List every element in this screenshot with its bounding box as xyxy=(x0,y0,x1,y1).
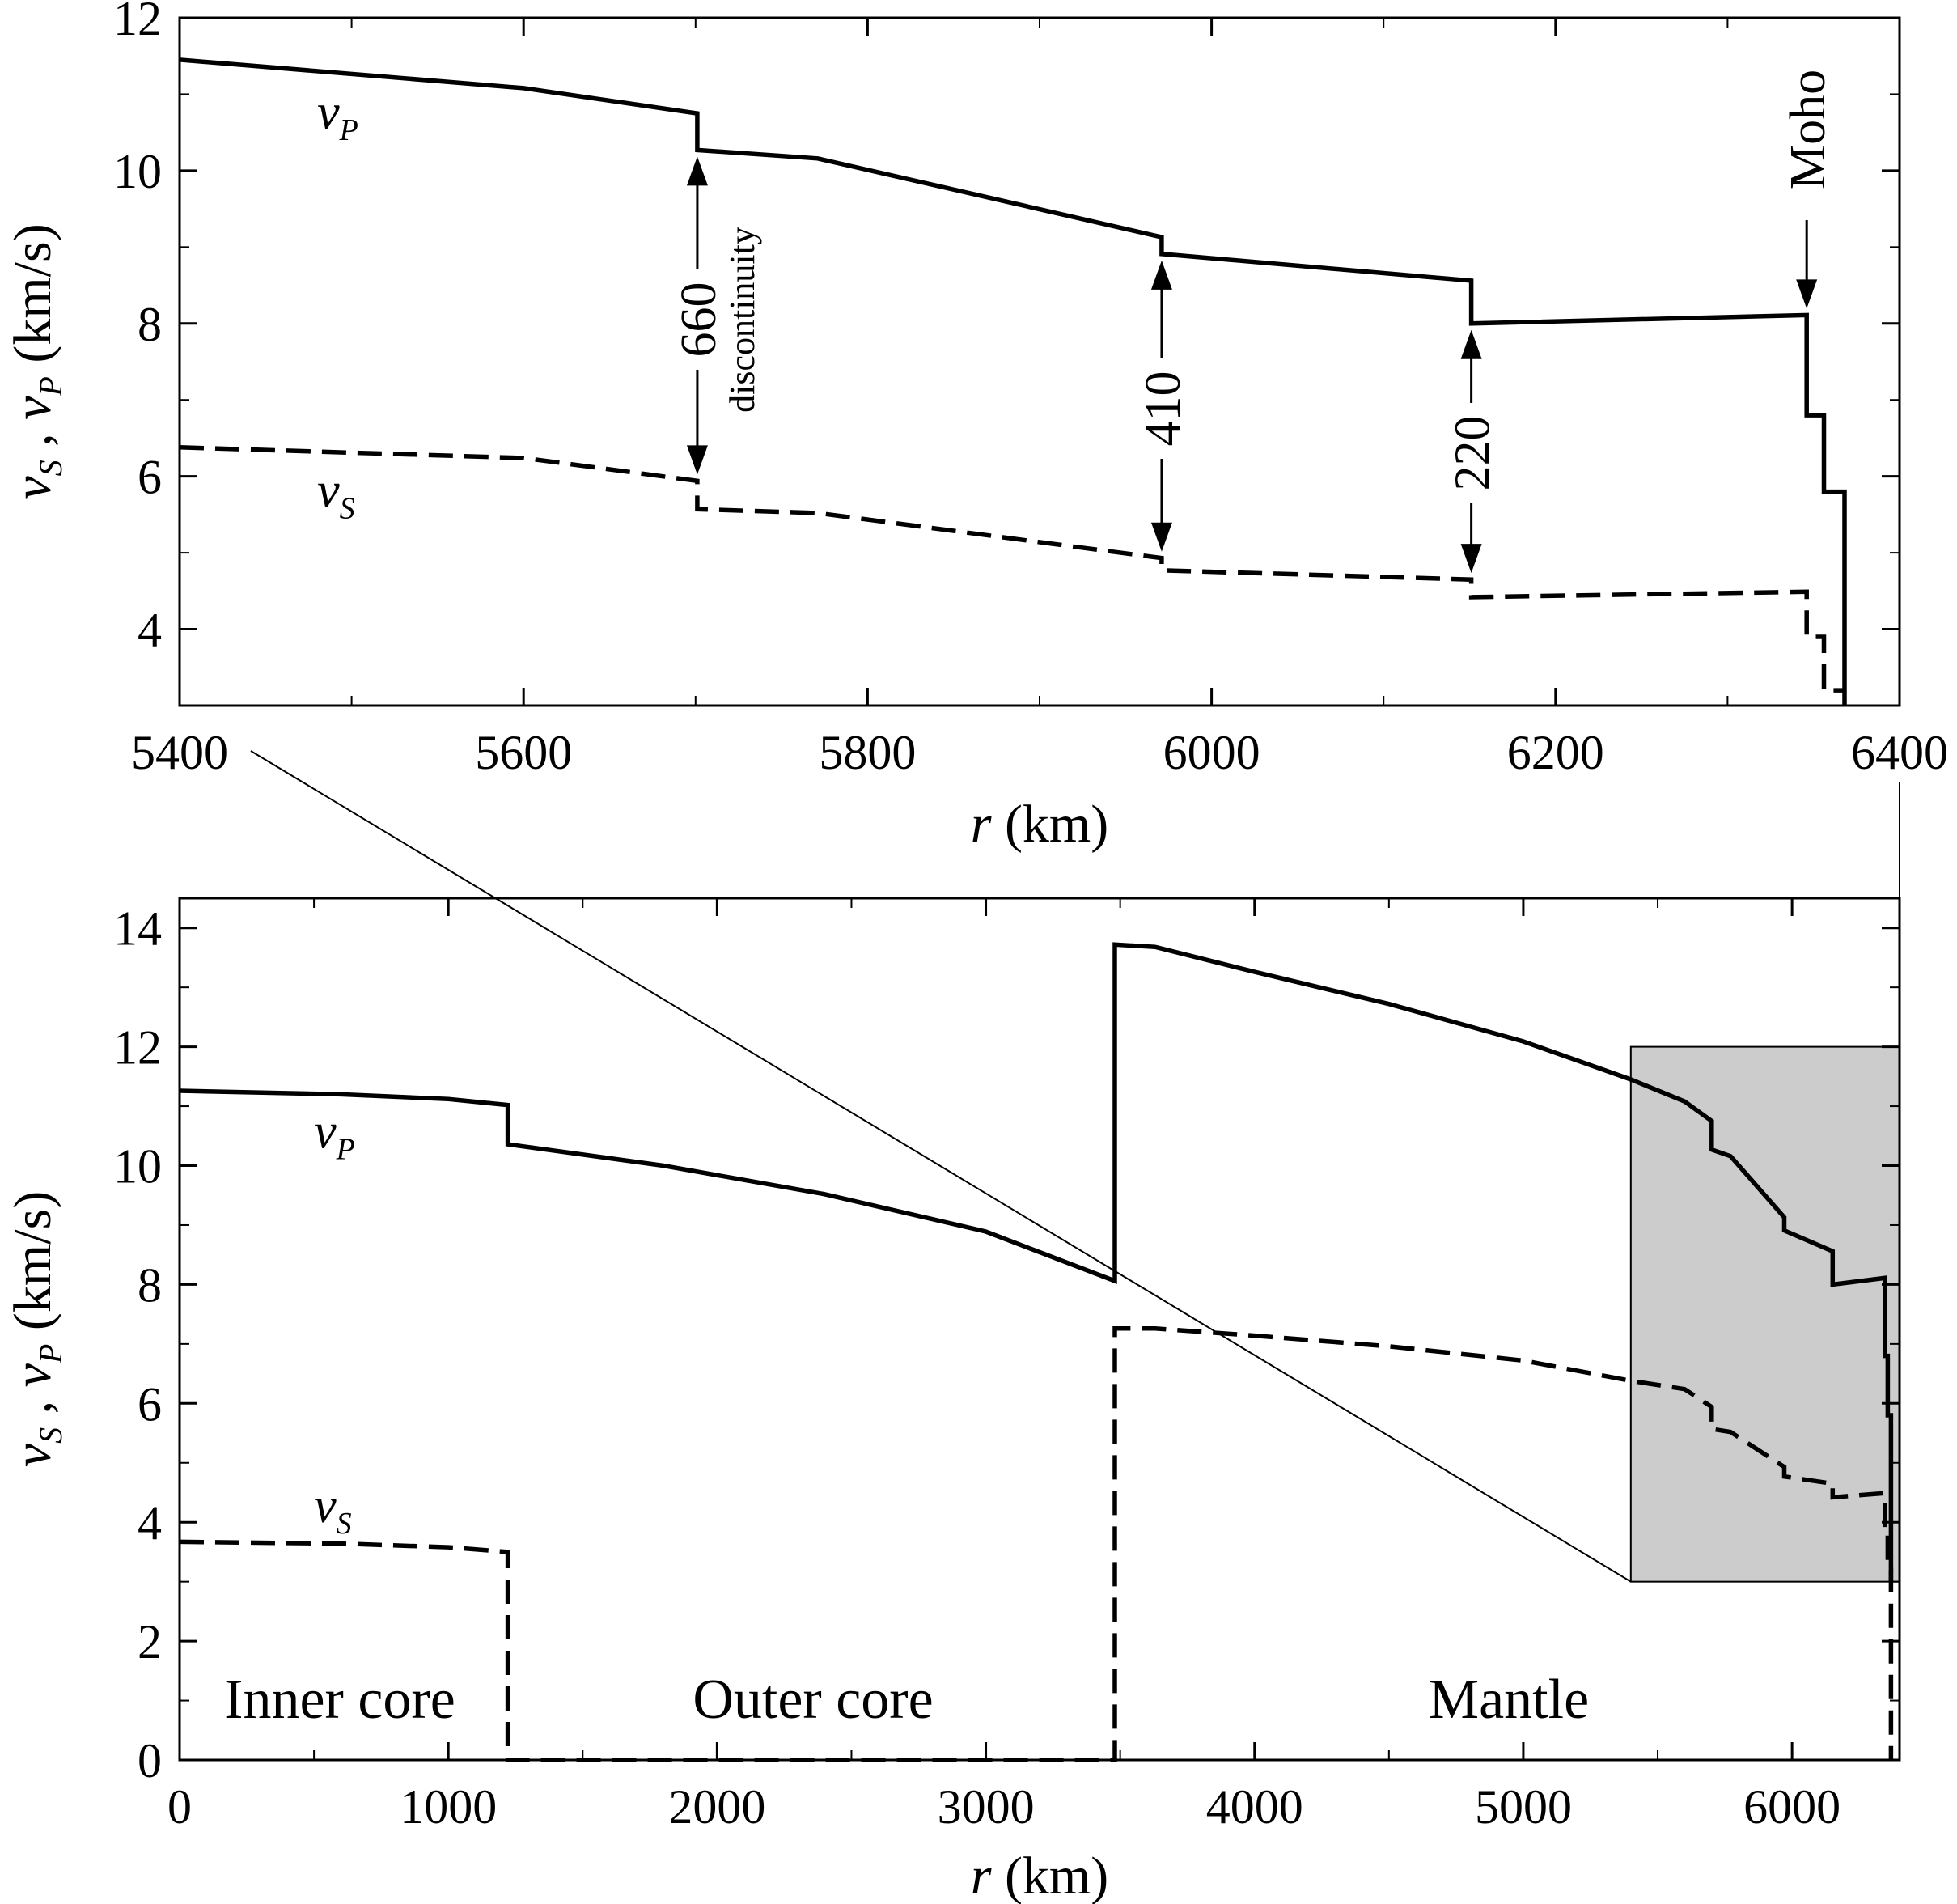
bot-x-tick-label: 3000 xyxy=(938,1780,1035,1834)
arrow-head xyxy=(686,156,708,186)
series-label-bot-vP: vP xyxy=(314,1104,355,1166)
top-x-tick-label: 5400 xyxy=(131,726,228,779)
region-label-0: Inner core xyxy=(224,1669,455,1731)
annotation-label-discontinuity: discontinuity xyxy=(722,227,762,413)
annotation-Moho: Moho xyxy=(1781,70,1836,309)
bot-x-tick-label: 6000 xyxy=(1743,1780,1841,1834)
bottom-plot-frame xyxy=(178,897,1901,1762)
top-x-tick-label: 5600 xyxy=(475,726,572,779)
zoom-connector-lines xyxy=(250,750,1900,1583)
annotation-label-Moho: Moho xyxy=(1781,70,1836,189)
connector-left xyxy=(250,750,1632,1583)
top-y-tick-label: 4 xyxy=(138,604,162,657)
top-y-tick-label: 6 xyxy=(138,451,162,504)
top-y-tick-label: 12 xyxy=(113,0,162,45)
annotation-label-410: 410 xyxy=(1136,371,1191,447)
bot-y-tick-label: 14 xyxy=(113,902,162,956)
annotation-label-660: 660 xyxy=(671,282,726,358)
top-panel-chart: 5400 5600 5800 6000 6200 6400 4 6 8 10 12 vP vS 660d… xyxy=(3,0,1948,854)
annotation-660: 660 xyxy=(671,156,726,475)
top-x-tick-label: 6200 xyxy=(1507,726,1604,779)
bottom-y-axis-label: vS , vP (km/s) xyxy=(3,1191,69,1467)
bot-y-tick-label: 0 xyxy=(138,1734,162,1787)
bot-y-tick-label: 4 xyxy=(138,1496,162,1550)
annotation-220: 220 xyxy=(1446,329,1501,574)
bot-series-vS-line xyxy=(179,1326,1894,1762)
arrow-head xyxy=(1460,544,1482,574)
top-y-tick-label: 8 xyxy=(138,298,162,351)
top-x-tick-label: 6400 xyxy=(1851,726,1948,779)
series-label-top-vS: vS xyxy=(317,463,355,525)
arrow-head xyxy=(1150,522,1172,552)
bot-series-vP-line xyxy=(179,942,1894,1582)
annotation-410: 410 xyxy=(1136,260,1191,552)
top-x-axis-label: r (km) xyxy=(971,795,1108,854)
bot-x-tick-label: 5000 xyxy=(1475,1780,1572,1834)
bot-x-tick-label: 0 xyxy=(167,1780,192,1834)
region-label-1: Outer core xyxy=(693,1669,933,1731)
bot-x-tick-label: 2000 xyxy=(668,1780,765,1834)
zoom-highlight-box xyxy=(1629,1045,1900,1583)
bot-y-tick-label: 2 xyxy=(138,1615,162,1669)
bottom-panel-chart: 0 1000 2000 3000 4000 5000 6000 0 2 4 6 8 10 12 14 vP v… xyxy=(3,897,1901,1904)
top-y-tick-label: 10 xyxy=(113,145,162,198)
bot-y-tick-label: 12 xyxy=(113,1021,162,1075)
bot-y-tick-label: 8 xyxy=(138,1258,162,1312)
series-label-bot-vS: vS xyxy=(314,1478,352,1541)
top-x-tick-label: 6000 xyxy=(1163,726,1260,779)
top-plot-frame xyxy=(178,16,1901,707)
bot-y-tick-label: 6 xyxy=(138,1377,162,1431)
arrow-head xyxy=(1460,329,1482,359)
bot-x-tick-label: 4000 xyxy=(1206,1780,1303,1834)
region-label-2: Mantle xyxy=(1429,1669,1589,1731)
arrow-head xyxy=(1150,260,1172,290)
arrow-head xyxy=(686,445,708,475)
series-label-top-vP: vP xyxy=(317,85,358,147)
top-series-vS-line xyxy=(179,445,1845,693)
bottom-x-axis-label: r (km) xyxy=(971,1847,1108,1904)
arrow-head xyxy=(1796,279,1818,309)
bot-y-tick-label: 10 xyxy=(113,1140,162,1194)
bot-x-tick-label: 1000 xyxy=(400,1780,497,1834)
top-x-tick-label: 5800 xyxy=(819,726,916,779)
top-series-vP-line xyxy=(179,57,1847,706)
top-y-axis-label: vS , vP (km/s) xyxy=(3,223,69,499)
annotation-label-220: 220 xyxy=(1446,416,1501,491)
